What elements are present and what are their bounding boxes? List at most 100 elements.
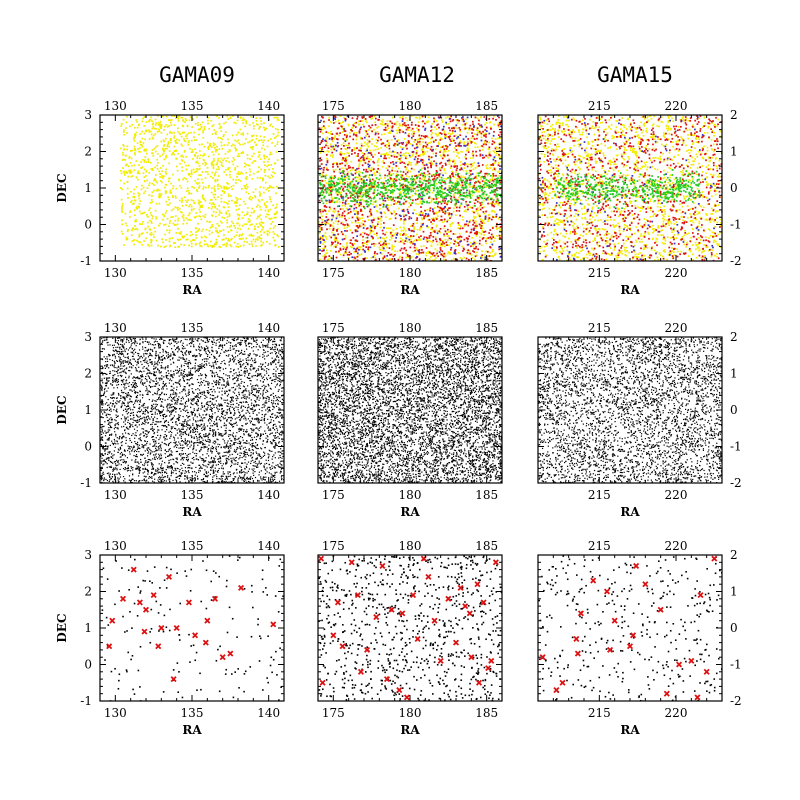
red-point [353, 183, 356, 186]
yellow-point [319, 147, 321, 149]
yellow-point [134, 133, 136, 135]
yellow-point [354, 189, 357, 191]
yellow-point [245, 223, 248, 225]
yellow-point [267, 175, 269, 178]
red-point [369, 152, 371, 154]
red-point [370, 170, 372, 172]
yellow-point [458, 196, 460, 199]
red-point [320, 187, 322, 190]
yellow-point [240, 238, 243, 240]
yellow-point [191, 149, 194, 151]
yellow-point [499, 142, 502, 144]
yellow-point [339, 180, 341, 183]
yellow-point [363, 158, 366, 160]
green-point [460, 203, 463, 205]
yellow-point [468, 172, 471, 174]
yellow-point [439, 154, 442, 157]
red-point [351, 173, 353, 176]
yellow-point [492, 210, 495, 212]
yellow-point [403, 222, 405, 225]
yellow-point [186, 190, 188, 192]
yellow-point [421, 178, 423, 181]
yellow-point [212, 153, 215, 156]
blue-point [331, 218, 333, 221]
yellow-point [226, 157, 229, 159]
yellow-point [166, 133, 169, 136]
red-point [358, 131, 361, 134]
yellow-point [198, 242, 201, 245]
yellow-point [383, 211, 386, 214]
red-point [354, 257, 357, 260]
yellow-point [125, 127, 127, 129]
yellow-point [255, 238, 257, 241]
red-point [432, 218, 435, 221]
red-point [377, 181, 379, 184]
yellow-point [379, 240, 382, 243]
yellow-point [381, 121, 384, 123]
yellow-point [417, 203, 419, 206]
yellow-point [490, 180, 493, 182]
yellow-point [226, 144, 229, 146]
red-point [458, 119, 460, 122]
yellow-point [218, 117, 220, 119]
yellow-point [444, 135, 446, 138]
yellow-point [332, 169, 335, 171]
yellow-point [186, 133, 189, 136]
red-point [449, 180, 452, 182]
yellow-point [276, 234, 279, 236]
green-point [447, 177, 449, 179]
red-point [411, 229, 414, 232]
yellow-point [457, 251, 460, 254]
yellow-point [129, 169, 132, 172]
yellow-point [189, 116, 192, 119]
red-point [353, 186, 355, 189]
yellow-point [394, 144, 397, 146]
yellow-point [247, 218, 250, 220]
yellow-point [238, 204, 241, 207]
yellow-point [355, 138, 358, 141]
yellow-point [370, 158, 372, 161]
yellow-point [142, 142, 145, 144]
yellow-point [405, 256, 408, 259]
yellow-point [214, 179, 217, 181]
red-point [479, 215, 481, 218]
yellow-point [196, 168, 198, 170]
yellow-point [375, 138, 378, 141]
yellow-point [233, 241, 236, 244]
yellow-point [192, 199, 195, 202]
red-point [405, 128, 408, 131]
yellow-point [387, 139, 389, 142]
yellow-point [212, 210, 215, 213]
yellow-point [202, 131, 204, 134]
red-point [422, 125, 425, 128]
yellow-point [485, 186, 488, 188]
yellow-point [201, 195, 204, 198]
red-point [420, 185, 423, 187]
red-point [354, 219, 357, 222]
yellow-point [173, 135, 176, 138]
yellow-point [393, 210, 395, 213]
yellow-point [364, 129, 367, 132]
red-point [343, 134, 346, 136]
red-point [364, 175, 367, 178]
red-point [323, 146, 326, 149]
yellow-point [365, 134, 367, 137]
yellow-point [409, 156, 412, 158]
yellow-point [480, 178, 483, 180]
yellow-point [426, 174, 429, 176]
yellow-point [151, 217, 154, 220]
yellow-point [430, 245, 433, 248]
yellow-point [223, 185, 225, 188]
green-point [439, 190, 442, 193]
yellow-point [318, 247, 321, 250]
yellow-point [171, 237, 174, 239]
green-point [442, 200, 445, 203]
yellow-point [476, 189, 479, 192]
blue-point [360, 126, 362, 129]
green-point [439, 189, 442, 192]
yellow-point [132, 195, 135, 198]
yellow-point [385, 152, 388, 154]
yellow-point [449, 223, 452, 226]
yellow-point [154, 166, 156, 169]
blue-point [352, 174, 355, 177]
